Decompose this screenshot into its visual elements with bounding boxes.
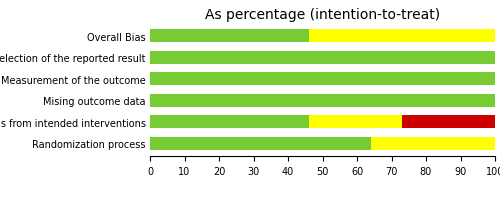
- Bar: [150, 94, 495, 107]
- Bar: [308, 30, 495, 43]
- Bar: [150, 30, 308, 43]
- Bar: [308, 116, 402, 129]
- Bar: [150, 137, 371, 150]
- Bar: [150, 116, 308, 129]
- Bar: [371, 137, 495, 150]
- Bar: [150, 73, 495, 86]
- Bar: [402, 116, 495, 129]
- Bar: [150, 51, 495, 64]
- Title: As percentage (intention-to-treat): As percentage (intention-to-treat): [205, 8, 440, 21]
